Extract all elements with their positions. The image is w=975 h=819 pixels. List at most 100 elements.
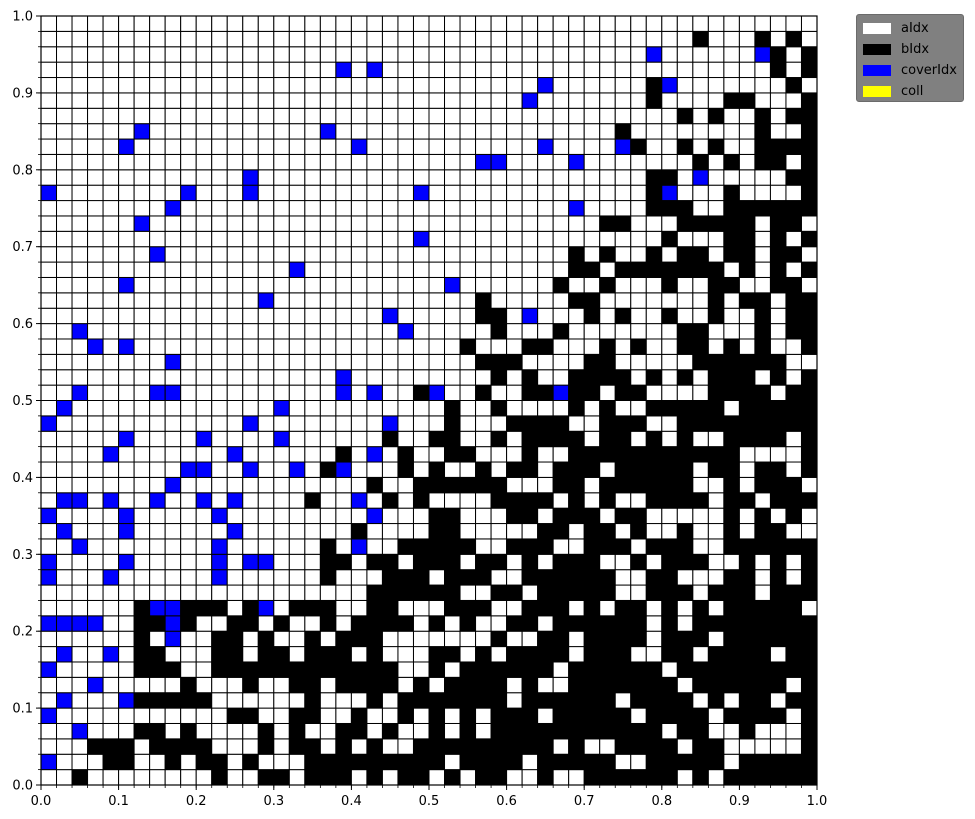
a-cell (537, 169, 554, 186)
b-cell (304, 753, 321, 771)
a-cell (118, 200, 135, 217)
a-cell (599, 123, 616, 140)
a-cell (350, 430, 368, 448)
a-cell (211, 722, 228, 740)
a-cell (335, 230, 352, 248)
b-cell (257, 738, 275, 755)
a-cell (226, 261, 244, 278)
a-cell (257, 584, 275, 601)
a-cell (397, 123, 414, 140)
a-cell (645, 338, 663, 355)
a-cell (506, 169, 523, 186)
a-cell (459, 215, 477, 232)
a-cell (71, 599, 89, 617)
b-cell (723, 446, 740, 463)
a-cell (211, 261, 228, 278)
b-cell (428, 753, 446, 771)
b-cell (723, 492, 740, 509)
a-cell (133, 523, 151, 540)
b-cell (676, 476, 694, 494)
a-cell (71, 77, 89, 94)
cover-cell (149, 599, 166, 617)
a-cell (164, 415, 182, 432)
b-cell (537, 692, 554, 709)
a-cell (226, 507, 244, 525)
b-cell (692, 707, 709, 724)
b-cell (288, 722, 306, 740)
a-cell (444, 215, 461, 232)
a-cell (785, 430, 802, 448)
a-cell (71, 292, 89, 309)
b-cell (552, 584, 570, 601)
a-cell (521, 400, 539, 417)
cover-cell (180, 461, 197, 478)
a-cell (164, 676, 182, 694)
a-cell (149, 77, 166, 94)
b-cell (645, 722, 663, 740)
cover-cell (614, 138, 632, 155)
a-cell (71, 30, 89, 48)
a-cell (164, 369, 182, 386)
a-cell (118, 107, 135, 125)
a-cell (381, 538, 399, 555)
b-cell (226, 661, 244, 678)
b-cell (645, 584, 663, 601)
a-cell (428, 46, 446, 63)
a-cell (133, 338, 151, 355)
cover-cell (40, 184, 58, 202)
a-cell (412, 661, 430, 678)
a-cell (707, 30, 725, 48)
a-cell (630, 369, 647, 386)
b-cell (661, 538, 678, 555)
a-cell (195, 246, 213, 263)
b-cell (133, 661, 151, 678)
a-cell (133, 400, 151, 417)
cover-cell (381, 307, 399, 325)
b-cell (661, 307, 678, 325)
b-cell (537, 584, 554, 601)
a-cell (428, 77, 446, 94)
a-cell (288, 769, 306, 786)
a-cell (490, 138, 508, 155)
a-cell (335, 523, 352, 540)
a-cell (412, 353, 430, 371)
a-cell (288, 230, 306, 248)
a-cell (226, 61, 244, 79)
cover-cell (118, 523, 135, 540)
a-cell (242, 584, 259, 601)
a-cell (785, 230, 802, 248)
a-cell (195, 661, 213, 678)
a-cell (381, 507, 399, 525)
a-cell (614, 523, 632, 540)
cover-cell (40, 415, 58, 432)
a-cell (645, 615, 663, 632)
a-cell (599, 461, 616, 478)
a-cell (133, 261, 151, 278)
b-cell (490, 692, 508, 709)
b-cell (568, 661, 585, 678)
a-cell (723, 753, 740, 771)
b-cell (738, 415, 756, 432)
a-cell (754, 77, 771, 94)
b-cell (754, 353, 771, 371)
a-cell (87, 707, 104, 724)
b-cell (490, 400, 508, 417)
a-cell (537, 123, 554, 140)
x-tick-label: 0.3 (263, 794, 284, 809)
a-cell (211, 30, 228, 48)
b-cell (149, 738, 166, 755)
a-cell (444, 630, 461, 648)
a-cell (102, 77, 120, 94)
a-cell (40, 276, 58, 294)
b-cell (428, 646, 446, 663)
a-cell (537, 292, 554, 309)
b-cell (754, 430, 771, 448)
a-cell (506, 30, 523, 48)
b-cell (552, 692, 570, 709)
a-cell (350, 261, 368, 278)
a-cell (661, 61, 678, 79)
a-cell (692, 384, 709, 401)
y-tick-label: 0.6 (12, 317, 33, 332)
a-cell (211, 292, 228, 309)
b-cell (769, 523, 787, 540)
